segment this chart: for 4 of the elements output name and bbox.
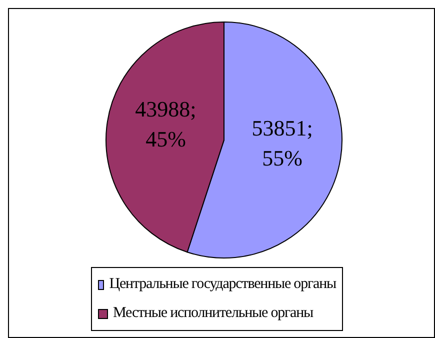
legend-label: Местные исполнительные органы <box>113 305 314 322</box>
legend-label: Центральные государственные органы <box>109 276 336 293</box>
data-label: 43988; 45% <box>135 96 196 152</box>
data-label: 53851; 55% <box>252 115 313 170</box>
